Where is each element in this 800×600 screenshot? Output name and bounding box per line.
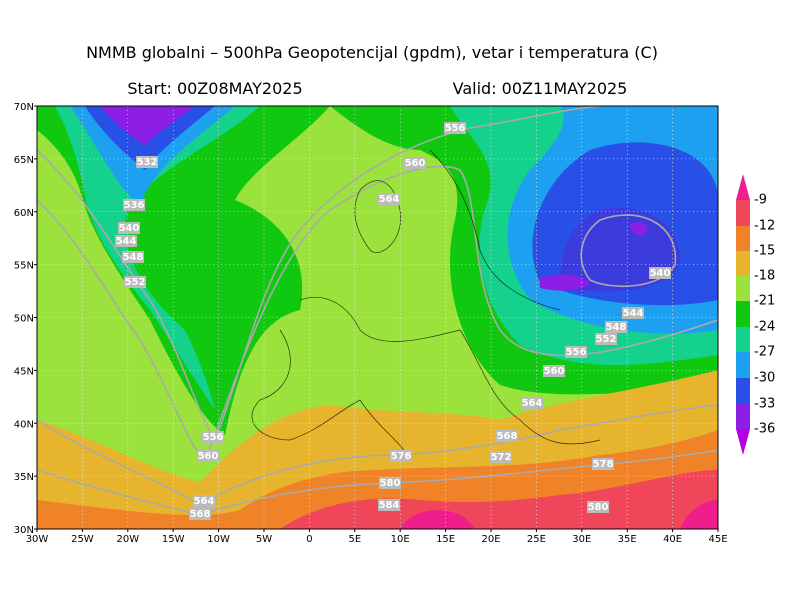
map-title: NMMB globalni – 500hPa Geopotencijal (gp…: [86, 43, 658, 62]
contour-label-box: [622, 307, 644, 319]
contour-label: 584: [379, 500, 400, 511]
contour-label-box: [115, 235, 137, 247]
contour-label-box: [444, 122, 466, 134]
lon-label: 0: [306, 534, 312, 545]
contour-label: 578: [593, 459, 614, 470]
lat-label: 55N: [14, 261, 34, 272]
contour-label-box: [595, 333, 617, 345]
contour-label: 580: [588, 502, 609, 513]
contour-label: 564: [522, 398, 543, 409]
contour-label: 556: [203, 432, 224, 443]
valid-time: Valid: 00Z11MAY2025: [453, 79, 628, 98]
contour-label: 552: [596, 334, 617, 345]
lon-label: 15E: [436, 534, 455, 545]
lon-label: 20W: [116, 534, 139, 545]
lat-label: 50N: [14, 314, 34, 325]
contour-label: 544: [623, 308, 644, 319]
lat-label: 65N: [14, 155, 34, 166]
colorbar-label: -27: [754, 345, 775, 360]
contour-label: 572: [491, 452, 512, 463]
contour-label: 560: [198, 451, 219, 462]
lon-label: 25W: [71, 534, 94, 545]
lon-label: 25E: [527, 534, 546, 545]
contour-label-box: [136, 156, 158, 168]
contour-label: 568: [190, 509, 211, 520]
lon-label: 5E: [348, 534, 361, 545]
contour-label: 580: [380, 478, 401, 489]
contour-label-box: [496, 430, 518, 442]
colorbar-label: -15: [754, 244, 775, 259]
colorbar-label: -21: [754, 294, 775, 309]
lon-label: 35E: [618, 534, 637, 545]
lat-label: 35N: [14, 472, 34, 483]
contour-label: 564: [379, 194, 400, 205]
lon-label: 15W: [162, 534, 185, 545]
contour-label: 548: [123, 252, 144, 263]
colorbar-label: -12: [754, 219, 775, 234]
contour-label-box: [587, 501, 609, 513]
contour-label: 560: [544, 366, 565, 377]
contour-label-box: [490, 451, 512, 463]
contour-label: 532: [137, 157, 158, 168]
colorbar: -9 -12 -15 -18 -21 -24 -27 -30 -33 -36: [736, 174, 775, 455]
contour-label: 540: [650, 268, 671, 279]
contour-label-box: [193, 495, 215, 507]
contour-label-box: [122, 251, 144, 263]
contour-label-box: [123, 199, 145, 211]
contour-label: 540: [119, 223, 140, 234]
contour-label-box: [390, 450, 412, 462]
contour-label-box: [197, 450, 219, 462]
colorbar-label: -9: [754, 193, 767, 208]
colorbar-label: -30: [754, 371, 775, 386]
contour-label: 552: [125, 277, 146, 288]
lon-label: 5W: [256, 534, 272, 545]
lat-label: 60N: [14, 208, 34, 219]
lon-label: 30E: [572, 534, 591, 545]
lon-label: 10E: [391, 534, 410, 545]
contour-label: 576: [391, 451, 412, 462]
lat-label: 30N: [14, 525, 34, 536]
contour-label-box: [118, 222, 140, 234]
contour-label: 568: [497, 431, 518, 442]
contour-label-box: [592, 458, 614, 470]
contour-label-box: [189, 508, 211, 520]
contour-label-box: [378, 499, 400, 511]
contour-label-box: [404, 157, 426, 169]
lat-label: 70N: [14, 102, 34, 113]
lat-label: 45N: [14, 366, 34, 377]
contour-label: 536: [124, 200, 145, 211]
lat-label: 40N: [14, 419, 34, 430]
colorbar-label: -33: [754, 397, 775, 412]
colorbar-label: -36: [754, 422, 775, 437]
contour-label-box: [605, 321, 627, 333]
contour-label: 548: [606, 322, 627, 333]
lon-label: 30W: [26, 534, 49, 545]
lon-label: 10W: [207, 534, 230, 545]
start-time: Start: 00Z08MAY2025: [127, 79, 302, 98]
lon-label: 45E: [708, 534, 727, 545]
lon-label: 20E: [481, 534, 500, 545]
contour-label-box: [565, 346, 587, 358]
colorbar-label: -24: [754, 320, 775, 335]
contour-label-box: [521, 397, 543, 409]
contour-label: 556: [445, 123, 466, 134]
contour-label-box: [378, 193, 400, 205]
contour-label: 556: [566, 347, 587, 358]
temperature-field: [37, 106, 718, 529]
contour-label: 564: [194, 496, 215, 507]
contour-label-box: [202, 431, 224, 443]
contour-label: 560: [405, 158, 426, 169]
colorbar-label: -18: [754, 269, 775, 284]
lon-label: 40E: [663, 534, 682, 545]
contour-label-box: [379, 477, 401, 489]
contour-label-box: [649, 267, 671, 279]
contour-label-box: [124, 276, 146, 288]
contour-label-box: [543, 365, 565, 377]
contour-label: 544: [116, 236, 137, 247]
